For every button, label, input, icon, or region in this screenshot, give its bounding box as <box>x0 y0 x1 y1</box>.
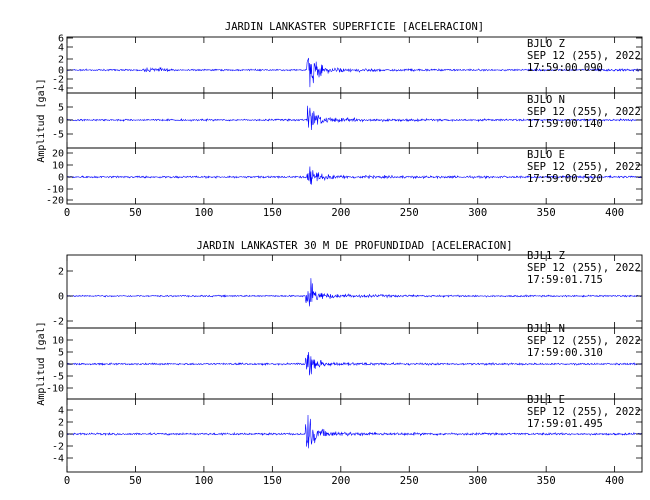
y-tick-label: -2 <box>52 442 64 453</box>
x-tick-label: 300 <box>468 207 487 219</box>
date-label: SEP 12 (255), 2022 <box>527 406 641 418</box>
y-tick-label: -10 <box>46 384 64 395</box>
y-tick-label: -10 <box>46 185 64 196</box>
waveform-line <box>66 278 642 307</box>
y-tick-label: 20 <box>52 149 64 160</box>
date-label: SEP 12 (255), 2022 <box>527 161 641 173</box>
y-tick-label: -5 <box>52 372 64 383</box>
y-tick-label: 0 <box>58 430 64 441</box>
x-tick-label: 150 <box>263 207 282 219</box>
y-tick-label: -5 <box>52 130 64 141</box>
x-tick-label: 100 <box>194 207 213 219</box>
x-tick-label: 200 <box>331 475 350 487</box>
x-tick-label: 50 <box>129 475 142 487</box>
x-tick-label: 0 <box>64 207 70 219</box>
y-tick-label: 10 <box>52 161 64 172</box>
station-label: BJLO N <box>527 94 565 106</box>
y-tick-label: -20 <box>46 196 64 207</box>
date-label: SEP 12 (255), 2022 <box>527 106 641 118</box>
y-tick-label: 5 <box>58 103 64 114</box>
x-tick-label: 350 <box>537 475 556 487</box>
x-tick-label: 200 <box>331 207 350 219</box>
y-tick-label: 0 <box>58 292 64 303</box>
date-label: SEP 12 (255), 2022 <box>527 335 641 347</box>
chart-group-2: JARDIN LANKASTER 30 M DE PROFUNDIDAD [AC… <box>36 240 643 487</box>
y-tick-label: 4 <box>58 406 64 417</box>
x-tick-label: 100 <box>194 475 213 487</box>
y-tick-label: -2 <box>52 317 64 328</box>
chart-title: JARDIN LANKASTER 30 M DE PROFUNDIDAD [AC… <box>196 240 512 252</box>
station-label: BJL1 E <box>527 394 565 406</box>
x-tick-label: 350 <box>537 207 556 219</box>
y-tick-label: 6 <box>58 34 64 45</box>
station-label: BJLO Z <box>527 38 565 50</box>
time-label: 17:59:00.520 <box>527 173 603 185</box>
x-tick-label: 250 <box>400 475 419 487</box>
y-tick-label: 5 <box>58 348 64 359</box>
chart-group-1: JARDIN LANKASTER SUPERFICIE [ACELERACION… <box>36 21 643 219</box>
time-label: 17:59:00.140 <box>527 118 603 130</box>
waveform-line <box>66 57 642 88</box>
y-tick-label: 2 <box>58 55 64 66</box>
y-tick-label: 2 <box>58 418 64 429</box>
y-tick-label: 10 <box>52 336 64 347</box>
station-label: BJL1 N <box>527 323 565 335</box>
x-tick-label: 50 <box>129 207 142 219</box>
x-tick-label: 400 <box>605 207 624 219</box>
y-tick-label: -4 <box>52 84 64 95</box>
time-label: 17:59:00.090 <box>527 62 603 74</box>
panel-frame <box>66 398 643 473</box>
y-tick-label: -4 <box>52 454 64 465</box>
time-label: 17:59:01.715 <box>527 274 603 286</box>
date-label: SEP 12 (255), 2022 <box>527 262 641 274</box>
waveform-line <box>67 166 642 185</box>
y-tick-label: 0 <box>58 66 64 77</box>
date-label: SEP 12 (255), 2022 <box>527 50 641 62</box>
time-label: 17:59:01.495 <box>527 418 603 430</box>
y-tick-label: 0 <box>58 173 64 184</box>
x-tick-label: 150 <box>263 475 282 487</box>
y-tick-label: 4 <box>58 43 64 54</box>
station-label: BJLO E <box>527 149 565 161</box>
waveform-line <box>66 351 642 376</box>
y-axis-label: Amplitud [gal] <box>36 321 47 405</box>
chart-title: JARDIN LANKASTER SUPERFICIE [ACELERACION… <box>225 21 484 33</box>
y-tick-label: -2 <box>52 75 64 86</box>
x-tick-label: 0 <box>64 475 70 487</box>
x-tick-label: 300 <box>468 475 487 487</box>
waveform-line <box>66 105 642 131</box>
y-axis-label: Amplitud [gal] <box>36 78 47 162</box>
waveform-line <box>66 414 642 449</box>
y-tick-label: 0 <box>58 360 64 371</box>
x-tick-label: 250 <box>400 207 419 219</box>
y-tick-label: 2 <box>58 267 64 278</box>
station-label: BJL1 Z <box>527 250 565 262</box>
panel-frame <box>66 147 643 205</box>
time-label: 17:59:00.310 <box>527 347 603 359</box>
y-tick-label: 0 <box>58 116 64 127</box>
x-tick-label: 400 <box>605 475 624 487</box>
